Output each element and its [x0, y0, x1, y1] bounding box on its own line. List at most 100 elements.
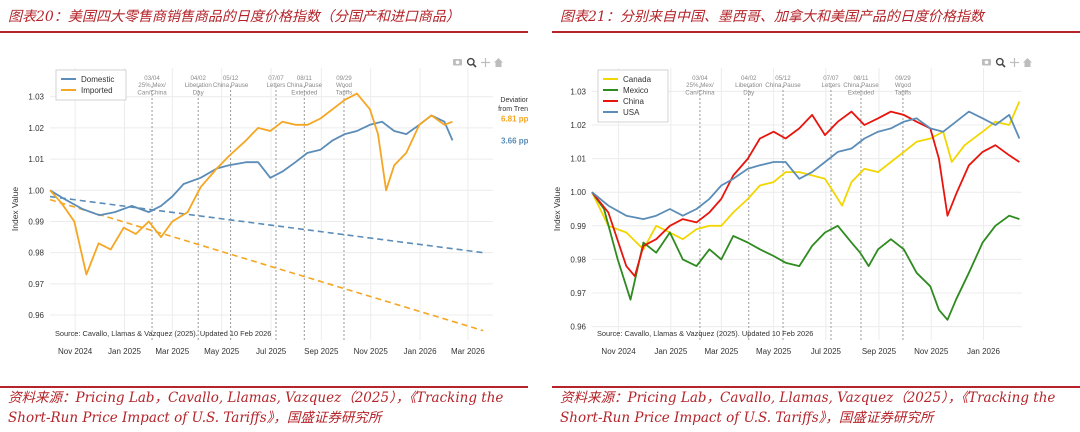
camera-icon [453, 59, 462, 66]
series-line-imported [49, 92, 453, 276]
event-label-line: China Pause [843, 82, 879, 89]
deviation-value: 6.81 pp [501, 115, 528, 124]
event-label-line: Can/China [137, 89, 167, 96]
event-label-line: Letters [266, 82, 285, 89]
chart-source-note: Source: Cavallo, Llamas & Vazquez (2025)… [597, 329, 813, 338]
event-label-line: 03/04 [144, 75, 160, 82]
legend-box [55, 69, 127, 101]
event-label: 04/02 Liberation Day [185, 75, 213, 96]
event-label: 04/02 Liberation Day [735, 75, 763, 96]
title-divider [0, 31, 528, 33]
event-label-line: 07/07 [823, 75, 839, 82]
source-divider [0, 386, 528, 388]
event-label-line: 05/12 [223, 75, 239, 82]
event-label-line: Tariffs [895, 89, 911, 96]
x-tick-label: May 2025 [204, 347, 240, 356]
chart-source-note: Source: Cavallo, Llamas & Vazquez (2025)… [55, 329, 271, 338]
pan-icon [481, 58, 490, 67]
trend-line [49, 195, 484, 254]
y-tick-label: 1.03 [570, 87, 586, 96]
y-tick-label: 1.00 [28, 186, 44, 195]
event-label-line: China Pause [765, 82, 801, 89]
source-divider [552, 386, 1080, 388]
x-tick-label: Jan 2025 [108, 347, 141, 356]
chart-toolbar [453, 57, 503, 68]
event-label-line: 08/11 [853, 75, 869, 82]
home-icon [494, 58, 503, 67]
x-tick-label: Jan 2025 [654, 347, 687, 356]
country-price-chart: 0.96 0.97 0.98 0.99 1.00 1.01 1.02 1.03 Nov 2024… [552, 57, 1032, 356]
deviation-header: from Trend [498, 106, 528, 113]
event-label-line: China Pause [213, 82, 249, 89]
event-label: 07/07 Letters [266, 75, 285, 89]
x-tick-label: Sep 2025 [862, 347, 897, 356]
y-tick-label: 1.01 [570, 155, 586, 164]
source-note: 资料来源：Pricing Lab，Cavallo, Llamas, Vazque… [8, 390, 504, 426]
y-axis-label: Index Value [552, 187, 562, 232]
y-tick-label: 0.98 [570, 255, 586, 264]
event-label-line: Can/China [685, 89, 715, 96]
series-line-domestic [49, 114, 454, 217]
event-label-line: 04/02 [741, 75, 757, 82]
deviation-value: 3.66 pp [501, 136, 528, 145]
camera-icon-lens [984, 60, 989, 65]
y-tick-label: 1.01 [28, 155, 44, 164]
source-note: 资料来源：Pricing Lab，Cavallo, Llamas, Vazque… [560, 390, 1056, 426]
domestic-imported-price-chart: 0.96 0.97 0.98 0.99 1.00 1.01 1.02 1.03 Nov 2024… [10, 57, 528, 356]
event-label: 09/29 Wood Tariffs [336, 75, 353, 96]
legend-label: Canada [623, 75, 652, 84]
event-label-line: 25% Mex/ [138, 82, 166, 89]
x-tick-label: Mar 2025 [155, 347, 189, 356]
y-tick-label: 0.98 [28, 249, 44, 258]
event-label-line: 09/29 [336, 75, 352, 82]
event-label-line: Wood [336, 82, 353, 89]
x-tick-label: Mar 2025 [704, 347, 738, 356]
event-label-line: 08/11 [297, 75, 313, 82]
home-icon-shape [494, 58, 503, 67]
event-label: 03/04 25% Mex/Can/China [137, 75, 167, 96]
event-label-line: 03/04 [692, 75, 708, 82]
zoom-icon-lens [466, 57, 475, 66]
y-tick-label: 0.97 [28, 280, 44, 289]
x-tick-label: Nov 2025 [354, 347, 389, 356]
legend-label: Domestic [81, 75, 114, 84]
legend-label: Imported [81, 86, 113, 95]
event-label: 05/12 China Pause [765, 75, 801, 89]
event-label-line: 09/29 [895, 75, 911, 82]
pan-icon [1010, 58, 1019, 67]
event-label-line: Liberation [735, 82, 763, 89]
y-tick-label: 0.99 [570, 222, 586, 231]
event-label-line: Tariffs [336, 89, 352, 96]
y-tick-label: 1.02 [570, 121, 586, 130]
figure-title: 图表21：分别来自中国、墨西哥、加拿大和美国产品的日度价格指数 [560, 9, 984, 25]
event-label: 07/07 Letters [822, 75, 841, 89]
event-label-line: Day [743, 89, 755, 96]
legend-label: China [623, 97, 644, 106]
title-divider [552, 31, 1080, 33]
figure-20-panel: 图表20：美国四大零售商销售商品的日度价格指数（分国产和进口商品） 0.96 0.… [0, 0, 528, 432]
event-label: 08/11 China Pause Extended [287, 75, 323, 96]
series-line-mexico [591, 191, 1020, 321]
event-label-line: 25% Mex/ [686, 82, 714, 89]
figure-title: 图表20：美国四大零售商销售商品的日度价格指数（分国产和进口商品） [8, 9, 460, 25]
x-tick-label: Jan 2026 [967, 347, 1000, 356]
y-tick-label: 0.99 [28, 217, 44, 226]
series-line-canada [591, 101, 1021, 251]
x-tick-label: Nov 2024 [601, 347, 636, 356]
deviation-header: Deviation [500, 97, 528, 104]
camera-icon-lens [455, 60, 460, 65]
zoom-icon [995, 57, 1006, 68]
event-label-line: Letters [822, 82, 841, 89]
trend-line [49, 198, 484, 332]
legend-label: USA [623, 108, 640, 117]
figure-21-panel: 图表21：分别来自中国、墨西哥、加拿大和美国产品的日度价格指数 0.96 0.97… [552, 0, 1080, 432]
camera-icon [982, 59, 991, 66]
x-tick-label: Mar 2026 [451, 347, 485, 356]
y-tick-label: 0.96 [28, 311, 44, 320]
y-tick-label: 0.97 [570, 289, 586, 298]
zoom-icon-handle [1001, 63, 1006, 68]
x-tick-label: Sep 2025 [304, 347, 339, 356]
home-icon-shape [1023, 58, 1032, 67]
event-label-line: Wood [895, 82, 912, 89]
y-axis-label: Index Value [10, 187, 20, 232]
